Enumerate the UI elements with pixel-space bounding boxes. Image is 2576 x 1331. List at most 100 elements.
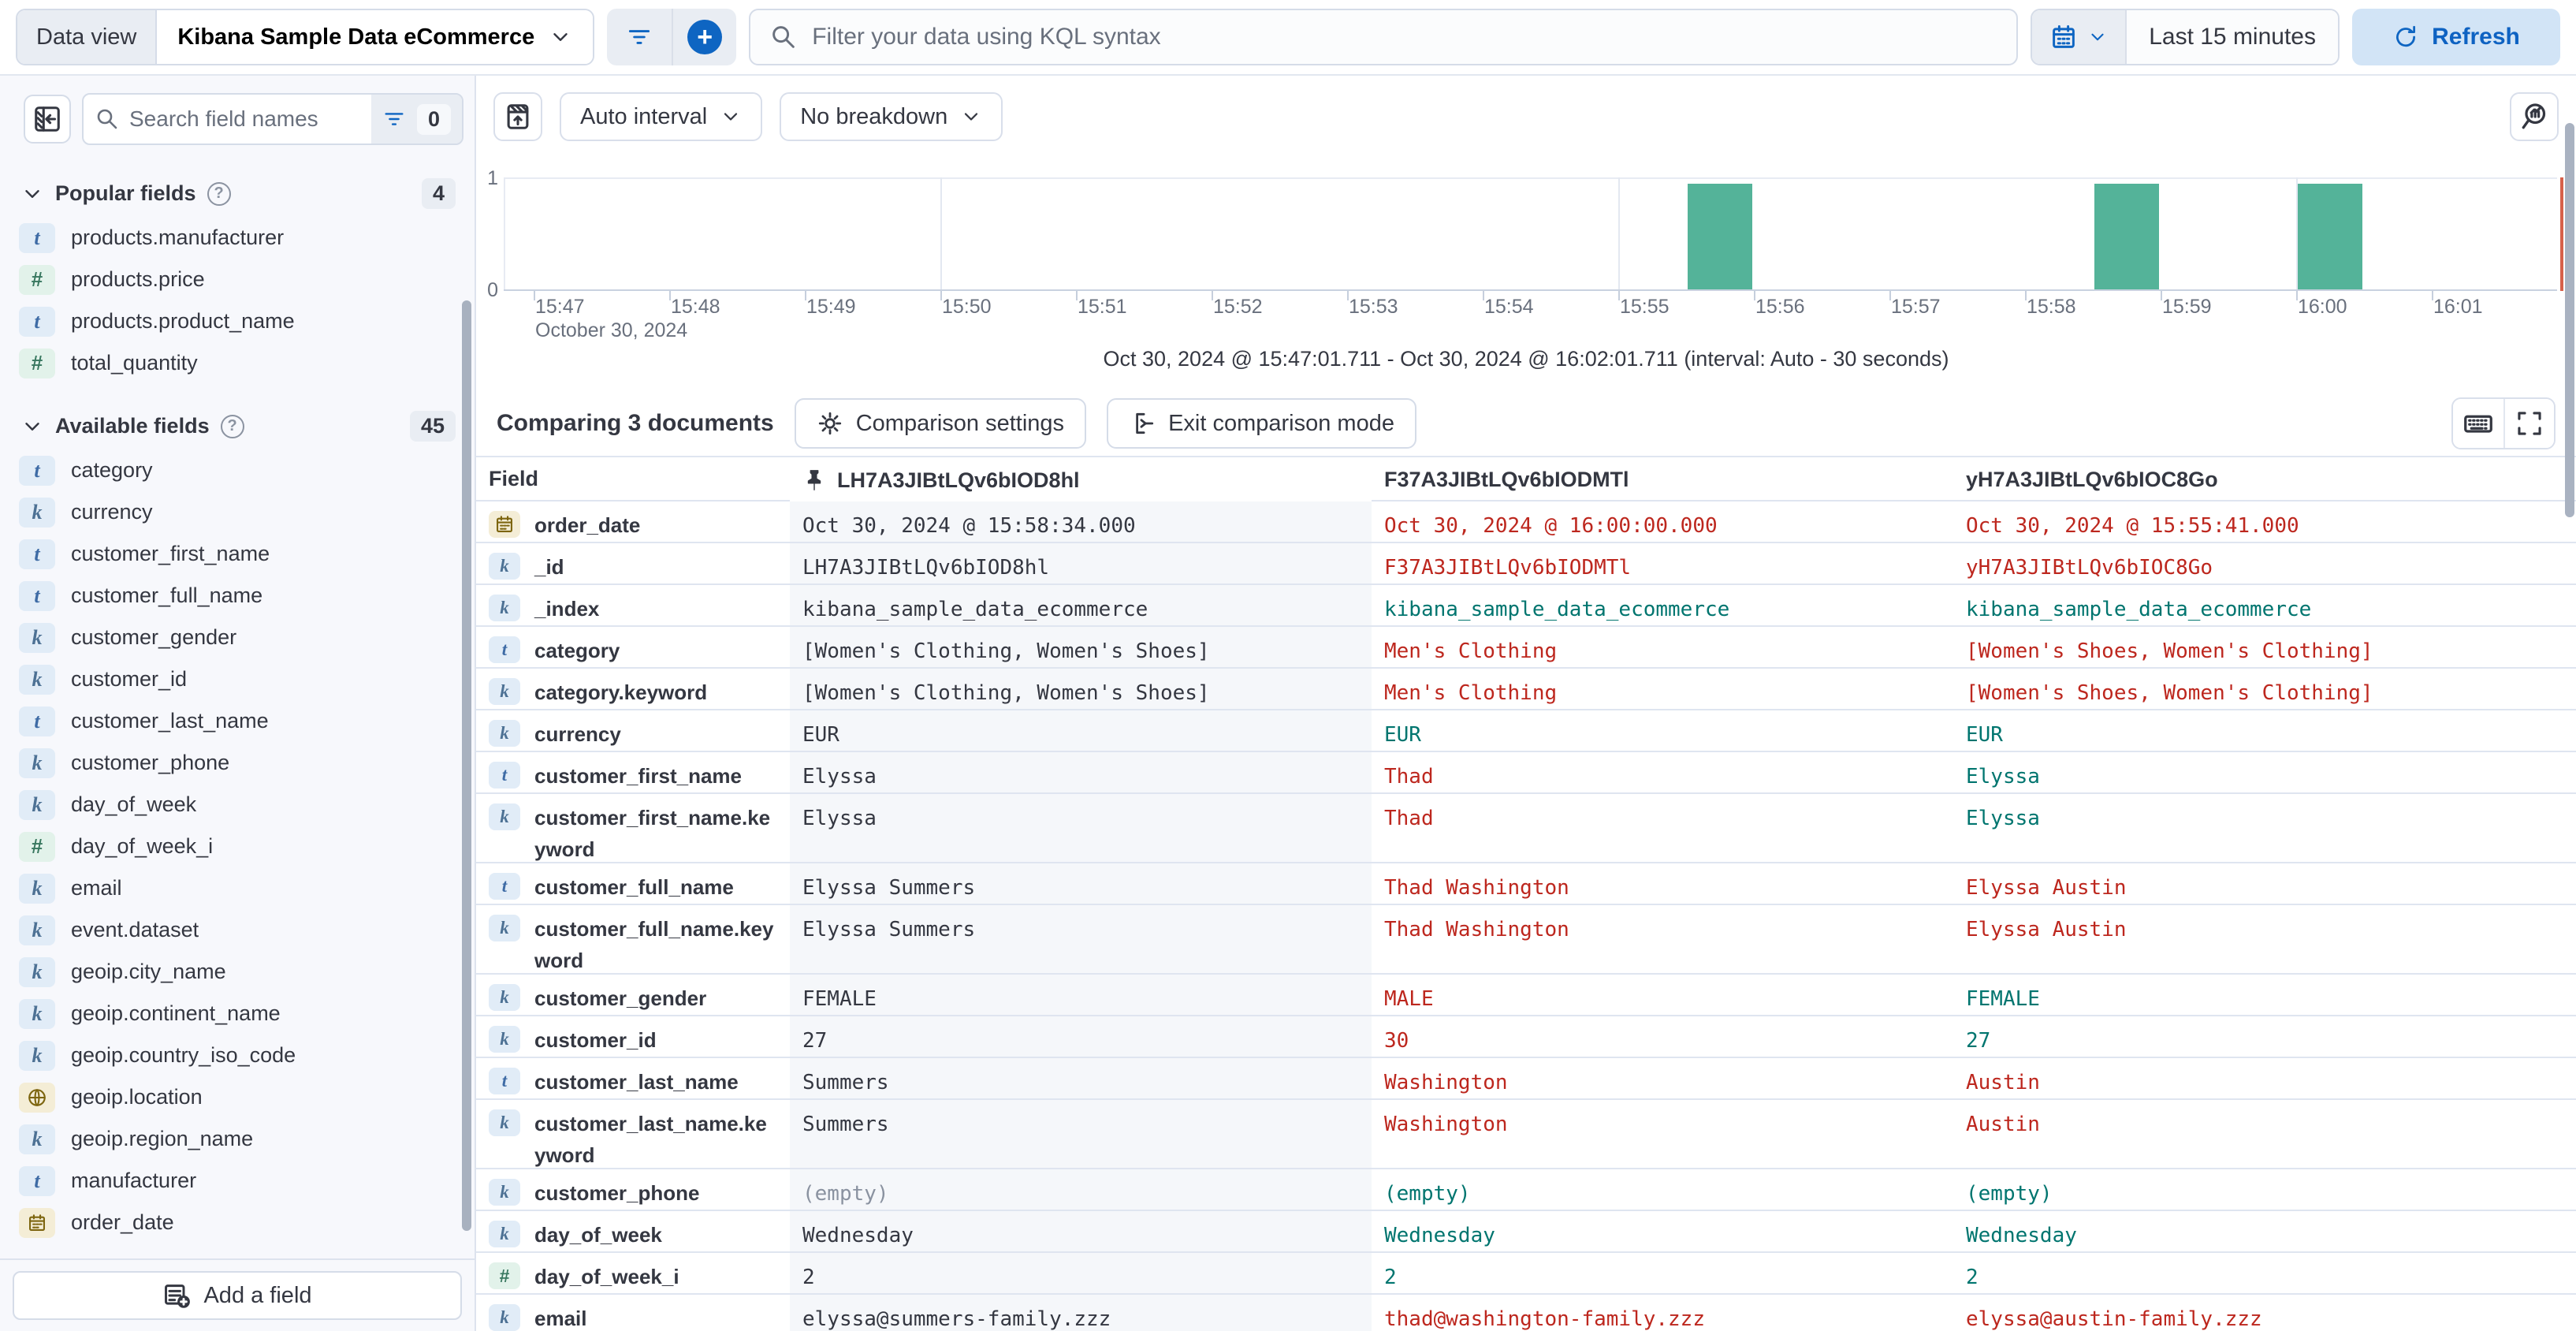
histogram-chart[interactable]: 1 0 15:47 15:48 15:49 15:50 15:51 15:52 15:53 15:… bbox=[476, 158, 2576, 347]
comparison-value-cell: kibana_sample_data_ecommerce bbox=[1384, 598, 1730, 621]
field-cell[interactable]: k customer_full_name.keyword bbox=[476, 905, 790, 985]
available-field-item-geoip.continent_name[interactable]: k geoip.continent_name bbox=[0, 993, 475, 1035]
available-field-item-order_date[interactable]: order_date bbox=[0, 1202, 475, 1243]
comparison-value-cell: Thad bbox=[1384, 807, 1434, 830]
available-field-item-day_of_week[interactable]: k day_of_week bbox=[0, 784, 475, 826]
pinned-document-column-header[interactable]: LH7A3JIBtLQv6bIOD8hl bbox=[790, 457, 1372, 501]
x-axis-context-label: October 30, 2024 bbox=[535, 319, 688, 341]
x-axis-tick bbox=[534, 291, 535, 300]
field-cell[interactable]: k customer_phone bbox=[476, 1169, 790, 1217]
available-field-item-category[interactable]: t category bbox=[0, 449, 475, 491]
available-fields-header[interactable]: Available fields ? 45 bbox=[0, 384, 475, 449]
exit-comparison-button[interactable]: Exit comparison mode bbox=[1107, 398, 1416, 449]
field-cell[interactable]: t customer_first_name bbox=[476, 752, 790, 800]
available-field-item-geoip.region_name[interactable]: k geoip.region_name bbox=[0, 1118, 475, 1160]
field-name-label: day_of_week bbox=[534, 1223, 662, 1247]
field-name-label: customer_first_name.keyword bbox=[534, 806, 771, 862]
comparison-value-cell: FEMALE bbox=[1966, 987, 2040, 1011]
histogram-bar[interactable] bbox=[2094, 184, 2159, 289]
time-range-end-marker bbox=[2560, 177, 2563, 291]
available-field-item-customer_full_name[interactable]: t customer_full_name bbox=[0, 575, 475, 617]
popular-field-item-total_quantity[interactable]: # total_quantity bbox=[0, 342, 475, 384]
available-field-item-currency[interactable]: k currency bbox=[0, 491, 475, 533]
available-field-item-manufacturer[interactable]: t manufacturer bbox=[0, 1160, 475, 1202]
data-view-button[interactable]: Kibana Sample Data eCommerce bbox=[157, 10, 594, 64]
field-cell[interactable]: k currency bbox=[476, 710, 790, 758]
field-cell[interactable]: t customer_last_name bbox=[476, 1058, 790, 1105]
table-row-customer_full_name.keyword: k customer_full_name.keyword Elyssa Summer… bbox=[476, 905, 2576, 975]
field-cell[interactable]: # day_of_week_i bbox=[476, 1253, 790, 1300]
popular-field-item-products.manufacturer[interactable]: t products.manufacturer bbox=[0, 217, 475, 259]
available-field-item-geoip.location[interactable]: geoip.location bbox=[0, 1076, 475, 1118]
field-name-label: geoip.continent_name bbox=[71, 1001, 281, 1025]
available-field-item-customer_phone[interactable]: k customer_phone bbox=[0, 742, 475, 784]
field-cell[interactable]: k _index bbox=[476, 585, 790, 632]
histogram-bar[interactable] bbox=[2298, 184, 2362, 289]
available-field-item-geoip.country_iso_code[interactable]: k geoip.country_iso_code bbox=[0, 1035, 475, 1076]
table-row-customer_first_name: t customer_first_name Elyssa Thad Elyssa bbox=[476, 752, 2576, 794]
field-cell[interactable]: k customer_gender bbox=[476, 975, 790, 1022]
available-field-item-customer_last_name[interactable]: t customer_last_name bbox=[0, 700, 475, 742]
breakdown-dropdown[interactable]: No breakdown bbox=[780, 92, 1003, 141]
table-header-row: Field LH7A3JIBtLQv6bIOD8hl F37A3JIBtLQv6bI… bbox=[476, 457, 2576, 501]
add-field-button[interactable]: Add a field bbox=[13, 1271, 462, 1320]
time-range-value[interactable]: Last 15 minutes bbox=[2127, 10, 2338, 64]
available-field-item-customer_first_name[interactable]: t customer_first_name bbox=[0, 533, 475, 575]
field-cell[interactable]: k customer_first_name.keyword bbox=[476, 794, 790, 874]
hide-chart-button[interactable] bbox=[493, 92, 542, 141]
interval-dropdown[interactable]: Auto interval bbox=[560, 92, 763, 141]
keyword-field-icon: k bbox=[19, 956, 55, 987]
field-search-input[interactable]: Search field names 0 bbox=[82, 93, 463, 145]
popular-field-item-products.price[interactable]: # products.price bbox=[0, 259, 475, 300]
number-field-icon: # bbox=[489, 1262, 520, 1289]
histogram-bar[interactable] bbox=[1688, 184, 1752, 289]
sidebar-scrollbar[interactable] bbox=[462, 300, 471, 1231]
available-field-item-event.dataset[interactable]: k event.dataset bbox=[0, 909, 475, 951]
document-column-header[interactable]: F37A3JIBtLQv6bIODMTl bbox=[1384, 467, 1629, 491]
available-field-item-email[interactable]: k email bbox=[0, 867, 475, 909]
field-cell[interactable]: k email bbox=[476, 1295, 790, 1331]
table-row-day_of_week_i: # day_of_week_i 2 2 2 bbox=[476, 1253, 2576, 1295]
field-name-label: customer_gender bbox=[71, 625, 237, 649]
popular-field-item-products.product_name[interactable]: t products.product_name bbox=[0, 300, 475, 342]
field-cell[interactable]: k customer_id bbox=[476, 1016, 790, 1064]
table-scrollbar[interactable] bbox=[2565, 123, 2574, 517]
available-field-item-day_of_week_i[interactable]: # day_of_week_i bbox=[0, 826, 475, 867]
x-axis-line bbox=[504, 289, 2557, 291]
field-cell[interactable]: k customer_last_name.keyword bbox=[476, 1100, 790, 1180]
text-field-icon: t bbox=[489, 873, 520, 900]
popular-fields-header[interactable]: Popular fields ? 4 bbox=[0, 158, 475, 217]
field-name-label: currency bbox=[534, 722, 621, 746]
field-cell[interactable]: k category.keyword bbox=[476, 669, 790, 716]
field-cell[interactable]: k _id bbox=[476, 543, 790, 591]
add-filter-plus-button[interactable]: + bbox=[672, 9, 736, 65]
comparison-settings-button[interactable]: Comparison settings bbox=[794, 398, 1087, 449]
field-cell[interactable]: t category bbox=[476, 627, 790, 674]
y-axis-label: 1 bbox=[487, 167, 498, 189]
keyword-field-icon: k bbox=[489, 720, 520, 747]
document-column-header[interactable]: yH7A3JIBtLQv6bIOC8Go bbox=[1966, 467, 2218, 491]
available-field-item-customer_gender[interactable]: k customer_gender bbox=[0, 617, 475, 658]
field-cell[interactable]: k day_of_week bbox=[476, 1211, 790, 1258]
data-view-picker[interactable]: Data view Kibana Sample Data eCommerce bbox=[16, 9, 595, 65]
text-field-icon: t bbox=[19, 1165, 55, 1196]
field-filter-button[interactable]: 0 bbox=[370, 95, 462, 144]
refresh-button[interactable]: Refresh bbox=[2352, 9, 2560, 65]
keyboard-shortcuts-button[interactable] bbox=[2453, 399, 2503, 448]
popular-fields-list: t products.manufacturer # products.price t pr… bbox=[0, 217, 475, 384]
field-cell[interactable]: t customer_full_name bbox=[476, 863, 790, 911]
available-field-item-customer_id[interactable]: k customer_id bbox=[0, 658, 475, 700]
filter-icon bbox=[629, 30, 650, 44]
filter-controls: + bbox=[607, 9, 737, 65]
add-filter-icon-button[interactable] bbox=[607, 9, 672, 65]
kql-search-bar[interactable]: Filter your data using KQL syntax bbox=[749, 9, 2019, 65]
collapse-sidebar-button[interactable] bbox=[24, 95, 71, 144]
available-field-item-geoip.city_name[interactable]: k geoip.city_name bbox=[0, 951, 475, 993]
base-value-cell: Elyssa bbox=[790, 752, 1372, 792]
fullscreen-button[interactable] bbox=[2503, 399, 2554, 448]
field-cell[interactable]: order_date bbox=[476, 501, 790, 549]
base-value-cell: 27 bbox=[790, 1016, 1372, 1057]
table-row-day_of_week: k day_of_week Wednesday Wednesday Wednesday bbox=[476, 1211, 2576, 1253]
explore-in-lens-button[interactable] bbox=[2510, 92, 2559, 141]
date-picker-button[interactable] bbox=[2032, 10, 2127, 64]
